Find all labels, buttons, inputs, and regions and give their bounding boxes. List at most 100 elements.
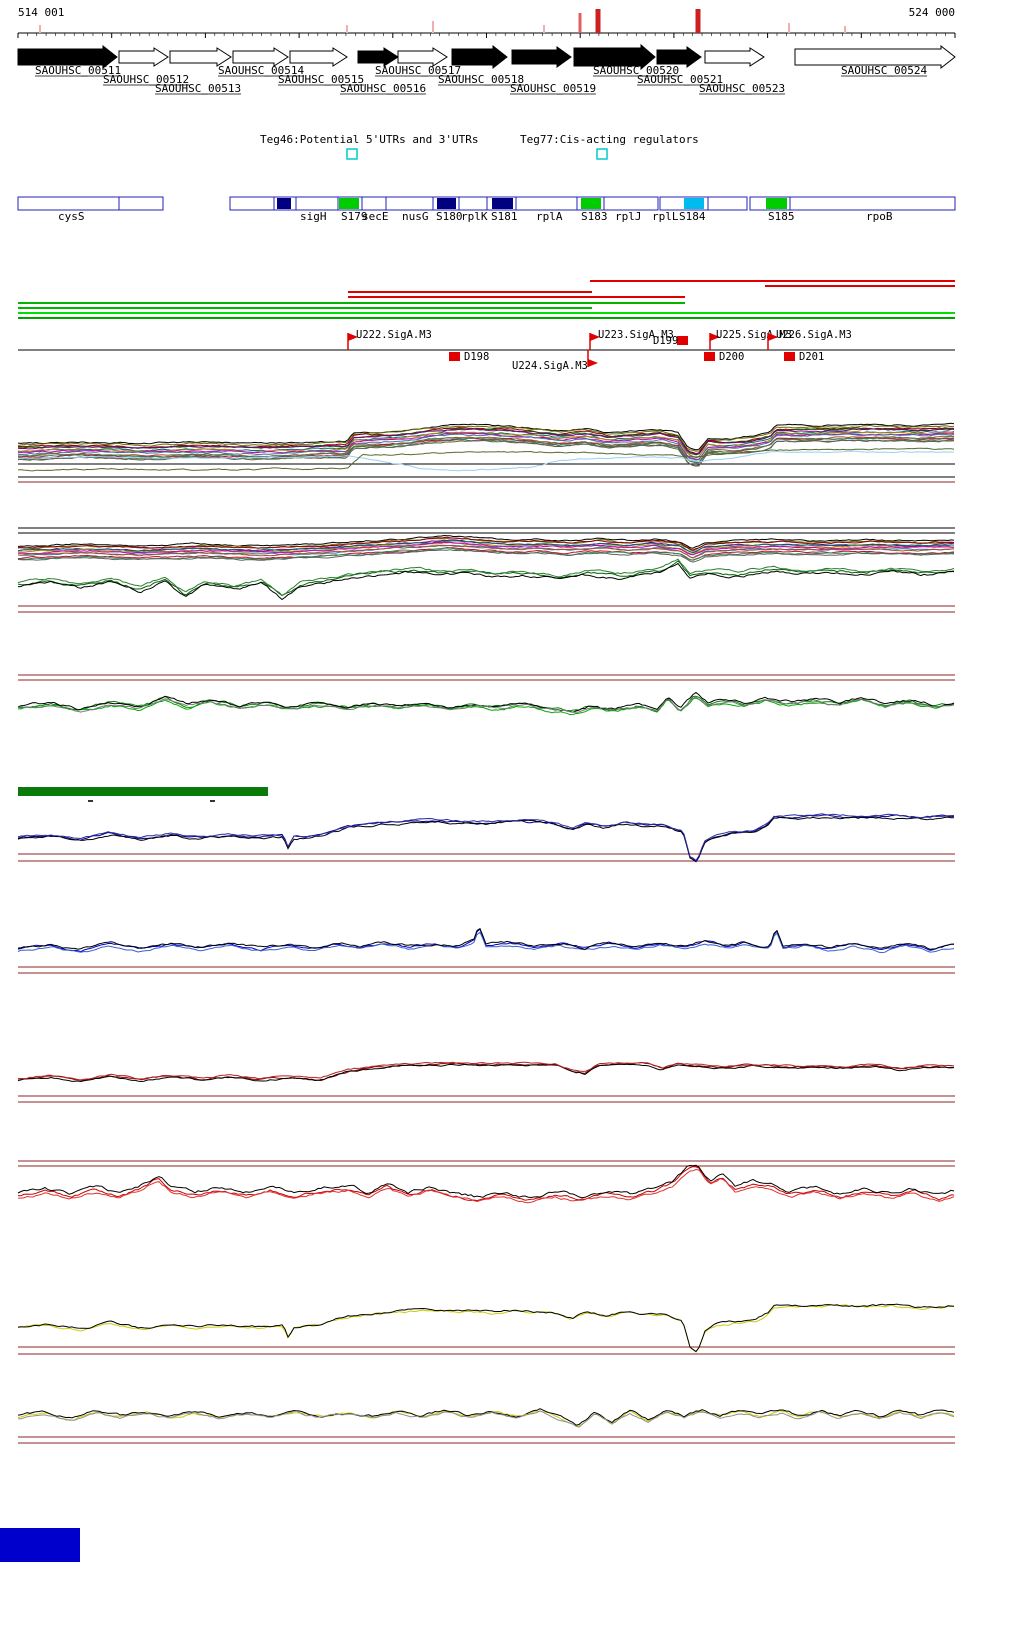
signal-series-overlay-group-2 [17,549,955,563]
ruler-start-label: 514 001 [18,6,64,19]
annotation-label-S181: S181 [491,210,518,223]
annotation-segment[interactable] [684,198,704,209]
gene-arrow-SAOUHSC_00519[interactable] [511,46,572,68]
gene-label: SAOUHSC_00513 [155,82,241,95]
ruler-variant-mark [346,25,348,33]
tss-flag-U222.SigA.M3[interactable] [348,333,358,341]
ruler-variant-mark [595,9,601,33]
annotation-label-rplJ: rplJ [615,210,642,223]
gene-label: SAOUHSC_00523 [699,82,785,95]
ruler-variant-mark [788,23,790,33]
terminator-box-D201[interactable] [784,352,795,361]
gene-label: SAOUHSC_00524 [841,64,927,77]
signal-series-yellow-pair-1 [17,1303,955,1353]
signal-series-darkred-pair [17,1061,955,1081]
signal-series-all-samples-overlay [17,433,955,461]
tss-flag-label: U226.SigA.M3 [776,329,852,341]
teg-feature-box[interactable] [346,148,358,160]
terminator-label: D200 [719,351,744,363]
annotation-label-cysS: cysS [58,210,85,223]
annotation-label-nusG: nusG [402,210,429,223]
ruler-variant-mark [844,26,846,33]
signal-series-overlay-group-2 [17,540,955,554]
signal-series-navy-pair [17,814,955,863]
signal-series-overlay-group-2 [17,546,955,561]
gene-arrow-SAOUHSC_00520[interactable] [573,43,656,71]
gene-label: SAOUHSC_00512 [103,73,189,86]
gene-label: SAOUHSC_00517 [375,64,461,77]
gene-arrow-SAOUHSC_00515[interactable] [289,47,348,67]
terminator-box-D199[interactable] [677,336,688,345]
signal-series-all-samples-overlay [17,424,955,452]
gene-label: SAOUHSC_00520 [593,64,679,77]
ruler-variant-mark [39,25,41,33]
signal-series-all-samples-overlay [17,447,955,472]
tss-flag-label: U223.SigA.M3 [598,329,674,341]
teg-label: Teg77:Cis-acting regulators [520,133,699,146]
signal-series-yellow-pair-1 [17,1304,955,1353]
terminator-box-D200[interactable] [704,352,715,361]
teg-feature-box[interactable] [596,148,608,160]
annotation-segment[interactable] [339,198,359,209]
annotation-bar[interactable] [749,196,956,211]
tss-flag-U224.SigA.M3[interactable] [588,359,598,367]
gene-arrow-SAOUHSC_00521[interactable] [656,46,702,68]
tss-flag-label: U222.SigA.M3 [356,329,432,341]
tss-flag-U225.SigA.M3[interactable] [710,333,720,341]
teg-label: Teg46:Potential 5'UTRs and 3'UTRs [260,133,479,146]
ruler-minor-ticks [27,33,946,36]
terminator-label: D201 [799,351,824,363]
signal-series-red-pair [18,1168,955,1204]
signal-series-green-pair [17,696,955,713]
green-coverage-bar[interactable] [18,787,268,796]
signal-series-all-samples-overlay [17,422,955,451]
signal-series-overlay-group-2 [17,562,955,601]
signal-series-overlay-group-2 [17,541,955,556]
signal-series-green-pair [18,697,955,716]
signal-series-red-pair [17,1164,955,1199]
tss-flag-label: U224.SigA.M3 [512,360,588,372]
signal-series-overlay-group-2 [17,558,955,596]
signal-series-red-pair [17,1166,955,1202]
gene-arrow-SAOUHSC_00517[interactable] [397,47,448,67]
annotation-segment[interactable] [766,198,787,209]
annotation-label-rplK: rplK [461,210,488,223]
signal-series-all-samples-overlay [17,428,955,455]
coverage-bar-tick [210,800,215,802]
signal-series-navy-pair [17,816,955,862]
signal-series-blue-pair [17,927,955,950]
gene-arrow-SAOUHSC_00513[interactable] [169,47,232,67]
gene-arrow-SAOUHSC_00524[interactable] [794,44,956,70]
annotation-label-rpoB: rpoB [866,210,893,223]
signal-series-blue-pair [17,931,955,954]
signal-series-all-samples-overlay [17,437,955,464]
gene-arrow-SAOUHSC_00516[interactable] [357,47,399,67]
signal-series-overlay-group-2 [17,536,955,551]
signal-series-yellow-pair-2 [17,1408,955,1426]
annotation-label-S184: S184 [679,210,706,223]
terminator-box-D198[interactable] [449,352,460,361]
signal-series-overlay-group-2 [17,560,955,597]
tss-flag-U223.SigA.M3[interactable] [590,333,600,341]
annotation-segment[interactable] [581,198,601,209]
annotation-bar[interactable] [17,196,164,211]
annotation-segment[interactable] [277,198,291,209]
gene-arrow-SAOUHSC_00523[interactable] [704,47,765,67]
gene-arrow-SAOUHSC_00511[interactable] [17,44,118,70]
tss-flag-U226.SigA.M3[interactable] [768,333,778,341]
signal-series-yellow-pair-2 [17,1410,955,1428]
ruler-major-ticks [17,33,956,38]
gene-arrow-SAOUHSC_00514[interactable] [232,47,289,67]
bottom-blue-rect [0,1528,80,1562]
annotation-segment[interactable] [492,198,513,209]
signal-series-yellow-pair-2 [17,1410,955,1427]
gene-label: SAOUHSC_00515 [278,73,364,86]
gene-arrow-SAOUHSC_00518[interactable] [451,44,508,70]
ruler-end-label: 524 000 [909,6,955,19]
signal-series-darkred-pair [17,1063,955,1083]
gene-arrow-SAOUHSC_00512[interactable] [118,47,169,67]
terminator-label: D199 [653,335,678,347]
annotation-segment[interactable] [437,198,456,209]
